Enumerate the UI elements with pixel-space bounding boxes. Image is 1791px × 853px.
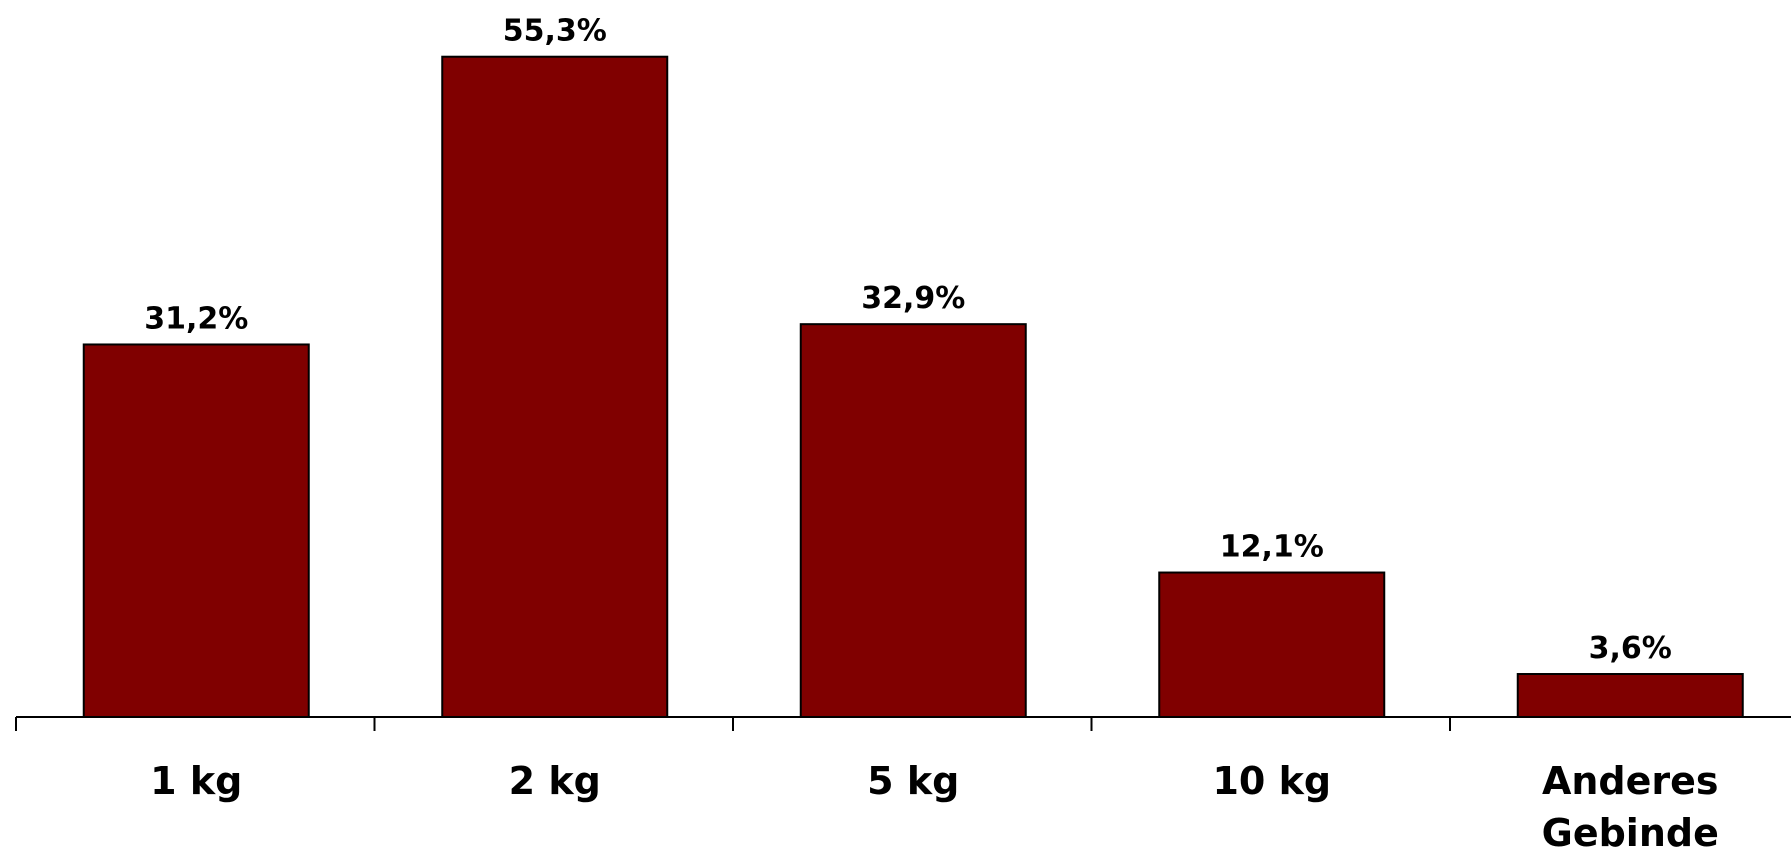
x-axis-ticks (15, 717, 1451, 731)
x-axis-category-label: 10 kg (1212, 759, 1331, 803)
bar-value-label: 3,6% (1589, 631, 1672, 666)
bars-group (82, 55, 1744, 718)
x-axis-category-label: Anderes Gebinde (1542, 759, 1719, 853)
bar (82, 343, 310, 718)
bar (1158, 571, 1386, 718)
bar (1516, 673, 1744, 718)
value-labels-group: 31,2% 55,3% 32,9% 12,1% 3,6% (144, 14, 1672, 666)
x-axis-category-label: 5 kg (867, 759, 959, 803)
bar (441, 55, 669, 718)
category-labels-group: 1 kg 2 kg 5 kg 10 kg Anderes Gebinde (150, 759, 1719, 853)
bar-value-label: 12,1% (1220, 530, 1324, 565)
bar-value-label: 32,9% (861, 281, 965, 316)
bar-value-label: 55,3% (503, 14, 607, 49)
x-axis-category-label: 1 kg (150, 759, 242, 803)
bar-value-label: 31,2% (144, 301, 248, 336)
x-axis-category-label: 2 kg (509, 759, 601, 803)
bar (799, 323, 1027, 718)
